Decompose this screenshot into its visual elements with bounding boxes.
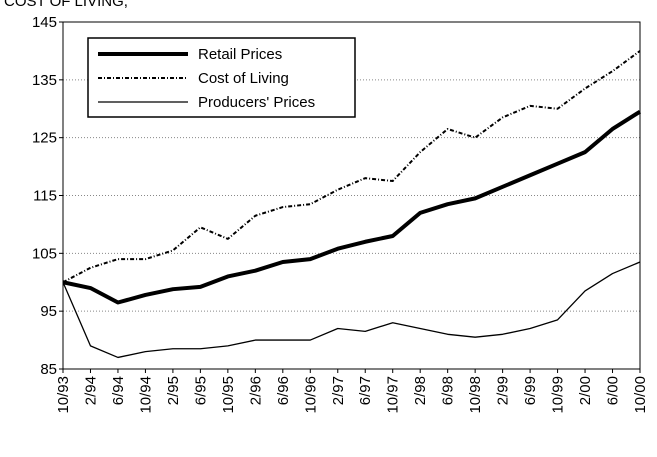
x-tick-label: 10/93: [55, 376, 72, 414]
x-tick-label: 6/98: [440, 376, 457, 405]
y-tick-label: 85: [40, 361, 57, 378]
x-tick-label: 6/99: [522, 376, 539, 405]
line-series: [62, 261, 641, 359]
y-tick-label: 105: [32, 245, 57, 262]
x-tick-label: 6/96: [275, 376, 292, 405]
x-tick-label: 6/95: [192, 376, 209, 405]
x-tick-label: 10/96: [302, 376, 319, 414]
line-series: [62, 109, 642, 305]
legend-box: [87, 37, 356, 118]
legend-label: Retail Prices: [198, 46, 282, 63]
x-tick-label: 6/94: [110, 376, 127, 405]
x-tick-label: 2/00: [577, 376, 594, 405]
x-tick-label: 10/95: [220, 376, 237, 414]
legend-label: Producers' Prices: [198, 94, 315, 111]
x-tick-label: 2/95: [165, 376, 182, 405]
legend-label: Cost of Living: [198, 70, 289, 87]
x-tick-label: 10/98: [467, 376, 484, 414]
plot-frame: [62, 21, 641, 370]
x-tick-label: 2/96: [247, 376, 264, 405]
y-tick-label: 145: [32, 14, 57, 31]
y-tick-label: 125: [32, 130, 57, 147]
x-tick-label: 6/97: [357, 376, 374, 405]
line-series: [62, 50, 641, 284]
x-tick-label: 10/00: [632, 376, 649, 414]
x-tick-label: 10/97: [385, 376, 402, 414]
y-tick-label: 115: [33, 188, 57, 205]
x-tick-label: 2/94: [82, 376, 99, 405]
x-tick-label: 2/99: [495, 376, 512, 405]
x-tick-label: 2/97: [330, 376, 347, 405]
x-tick-label: 10/99: [550, 376, 567, 414]
chart-title: COST OF LIVING,: [4, 0, 128, 10]
y-tick-label: 135: [32, 72, 57, 89]
x-tick-label: 10/94: [137, 376, 154, 414]
x-tick-label: 2/98: [412, 376, 429, 405]
y-tick-label: 95: [40, 303, 57, 320]
x-tick-label: 6/00: [605, 376, 622, 405]
